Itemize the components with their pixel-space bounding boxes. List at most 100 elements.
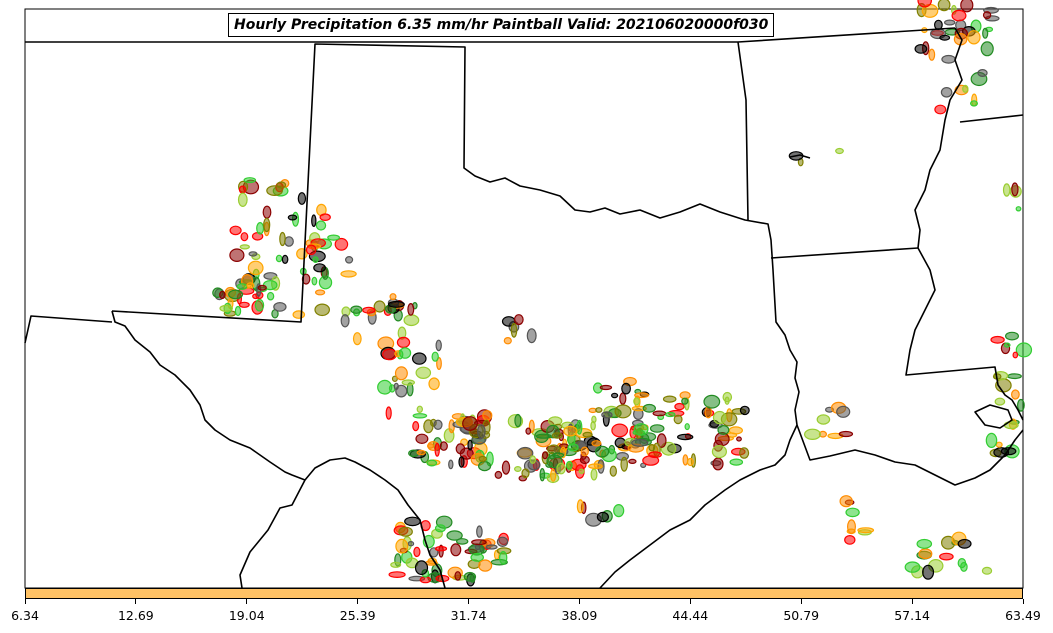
colorbar-tick (135, 599, 137, 604)
precip-blob (362, 306, 376, 314)
precip-blob (494, 470, 503, 479)
precip-blob (403, 314, 420, 327)
precip-blob (599, 384, 613, 391)
precip-blob (601, 411, 613, 419)
precip-blob (458, 456, 465, 468)
precip-blob (576, 419, 583, 435)
precip-blob (340, 314, 350, 328)
precip-blob (614, 404, 632, 419)
precip-blob (236, 283, 248, 291)
map-frame (24, 8, 1024, 589)
precip-blob (239, 244, 250, 250)
precip-blob (588, 463, 603, 470)
precip-blob (578, 468, 585, 474)
precip-blob (390, 561, 402, 568)
precip-blob (315, 289, 326, 296)
precip-blob (703, 394, 721, 409)
precip-blob (446, 530, 463, 541)
precip-blob (254, 298, 265, 312)
precip-blob (916, 538, 933, 549)
precip-blob (478, 461, 492, 472)
precip-blob (541, 451, 548, 460)
precip-blob (1011, 182, 1019, 197)
precip-blob (918, 548, 933, 560)
precip-blob (614, 437, 627, 449)
precip-blob (419, 576, 432, 584)
precip-blob (412, 421, 420, 432)
precip-blob (634, 392, 650, 399)
precip-blob (315, 220, 327, 231)
precip-blob (816, 414, 831, 425)
colorbar-tick-label: 50.79 (783, 608, 820, 623)
precip-blob (433, 419, 443, 430)
precip-blob (256, 222, 265, 235)
precip-blob (416, 405, 423, 413)
precip-blob (393, 382, 399, 391)
precip-blob (595, 407, 603, 413)
precip-blob (941, 54, 956, 64)
precip-blob (937, 0, 951, 12)
precip-blob (611, 423, 629, 438)
precip-blob (631, 438, 649, 447)
precip-blob (471, 539, 487, 546)
precip-blob (257, 284, 267, 291)
colorbar-tick-label: 6.34 (11, 608, 39, 623)
precip-blob (839, 495, 853, 508)
precip-blob (273, 302, 287, 312)
precip-blob (470, 552, 484, 562)
precip-blob (628, 458, 637, 464)
precip-blob (327, 234, 341, 241)
precip-blob (389, 293, 397, 301)
precip-blob (944, 19, 956, 26)
precip-blob (674, 402, 685, 411)
precip-blob (334, 237, 349, 251)
precip-blob (846, 519, 856, 535)
precip-blob (914, 44, 928, 54)
precip-blob (684, 423, 690, 431)
precip-blob (388, 571, 406, 578)
colorbar-tick (357, 599, 359, 604)
precip-blob (287, 214, 298, 221)
precip-blob (1002, 183, 1011, 197)
precip-blob (521, 468, 530, 479)
precip-blob (648, 444, 656, 452)
precip-blob (350, 305, 363, 314)
gulf-coast (796, 424, 1024, 486)
precip-blob (652, 410, 667, 417)
texas-border (111, 43, 800, 589)
precip-blob (591, 415, 597, 424)
precip-blob (551, 432, 563, 439)
arkansas-border (905, 27, 1024, 421)
precip-blob (477, 424, 486, 439)
precip-blob (712, 457, 724, 471)
precip-blob (711, 445, 728, 459)
new-mexico-border (24, 315, 113, 344)
precip-blob (292, 310, 306, 319)
precip-blob (565, 460, 573, 470)
precip-blob (934, 104, 947, 115)
precip-blob (439, 441, 448, 451)
precip-blob (633, 397, 640, 406)
precip-blob (728, 426, 744, 435)
precip-blob (435, 339, 442, 352)
precip-blob (960, 0, 974, 13)
precip-blob (951, 9, 967, 22)
precip-blob (621, 382, 631, 395)
precip-blob (928, 48, 936, 61)
colorbar-tick-label: 19.04 (228, 608, 265, 623)
precip-blob (939, 34, 951, 41)
precip-blob (677, 433, 694, 441)
lake-outline (974, 404, 1013, 429)
precip-blob (395, 538, 409, 554)
precip-blob (539, 468, 546, 482)
precip-blob (517, 446, 534, 460)
colorbar-tick-label: 12.69 (117, 608, 154, 623)
precip-blob (281, 254, 289, 264)
colorbar-tick (24, 599, 26, 604)
precip-blob (426, 459, 438, 467)
precip-blob (563, 425, 578, 437)
precip-blob (413, 546, 421, 558)
precip-blob (416, 449, 426, 456)
precip-blob (240, 232, 249, 242)
